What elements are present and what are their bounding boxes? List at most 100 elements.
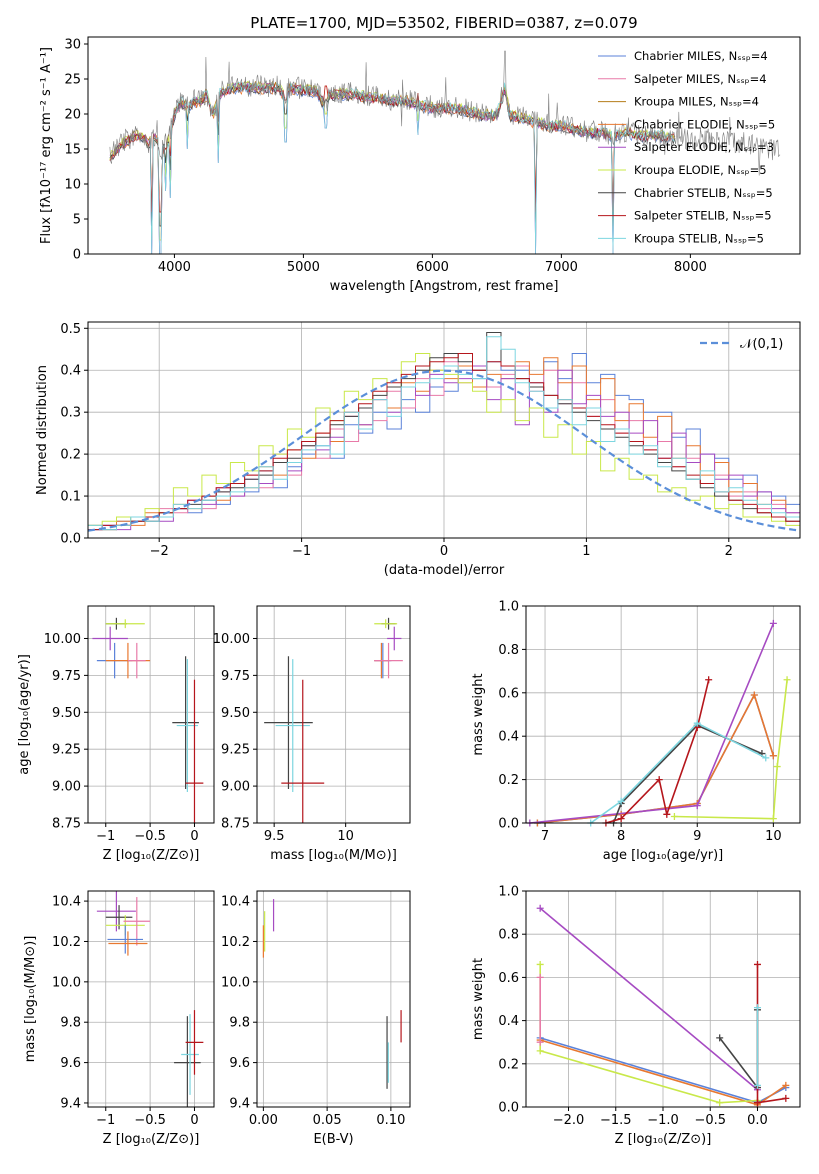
errorbar-point [387, 626, 402, 651]
mass-weight-marker [536, 1047, 544, 1055]
mass-weight-marker [769, 752, 777, 760]
y-tick-label: 0.2 [498, 773, 519, 788]
y-tick-label: 0.4 [60, 364, 81, 379]
mass-weight-line [537, 692, 775, 824]
y-tick-label: 15 [64, 143, 81, 158]
mass-weight-marker [536, 973, 544, 981]
errorbar-point [105, 619, 145, 629]
mass-weight-marker [655, 776, 663, 784]
mass-weight-line [539, 907, 759, 1091]
errorbar-point [181, 1014, 199, 1095]
axes-frame: −1 −0.5 0 9.4 9.6 9.8 10.0 10.2 10.4 Z [log₁₀(Z/Z… [52, 890, 215, 1147]
y-axis-label: mass weight [471, 958, 486, 1040]
y-axis-label: Normed distribution [35, 365, 50, 495]
panel-mass-vs-EBV: 0.00 0.05 0.10 9.4 9.6 9.8 10.0 10.2 10.4 E(B-V) [221, 890, 411, 1147]
errorbar-point [92, 626, 128, 651]
histogram-step-line [88, 353, 800, 531]
y-tick-label: 9.6 [60, 1056, 81, 1071]
mass-weight-marker [670, 812, 678, 820]
x-tick-label: −2.0 [553, 1113, 585, 1128]
x-tick-label: 4000 [158, 260, 191, 275]
axes-frame: −1 −0.5 0 8.75 9.00 9.25 9.50 9.75 10.00 Z [log₁₀… [44, 605, 215, 863]
mass-weight-line [539, 964, 758, 1104]
mass-weight-marker [753, 1099, 761, 1107]
x-axis-label: (data-model)/error [384, 563, 505, 578]
y-tick-label: 9.4 [60, 1096, 81, 1111]
x-tick-label: 0 [190, 829, 198, 844]
x-axis-label: mass [log₁₀(M/M⊙)] [270, 848, 397, 863]
y-axis-label: age [log₁₀(age/yr)] [17, 654, 32, 775]
mass-weight-marker [536, 904, 544, 912]
legend-label: Kroupa ELODIE, Nₛₛₚ=5 [634, 163, 767, 177]
mass-weight-marker [762, 754, 770, 762]
x-tick-label: −1 [292, 544, 311, 559]
y-tick-label: 10.00 [213, 632, 250, 647]
gridlines [526, 605, 800, 824]
plot-area [88, 332, 800, 532]
mass-weight-marker [783, 676, 791, 684]
errorbar-point [107, 925, 144, 954]
errorbar-point [374, 642, 403, 679]
y-tick-label: 1.0 [498, 600, 519, 615]
axes-border [87, 605, 215, 824]
mass-weight-line [605, 679, 710, 824]
mass-weight-line [719, 1009, 759, 1090]
y-tick-label: 25 [64, 73, 81, 88]
y-tick-label: 10.0 [52, 975, 81, 990]
panel-mass-weight-vs-Z: −2.0 −1.5 −1.0 −0.5 0.0 0.0 0.2 0.4 0.6 0.8 1.0 Z [… [471, 885, 801, 1147]
x-tick-label: −1 [96, 829, 115, 844]
y-tick-label: 9.8 [229, 1016, 250, 1031]
x-tick-label: −0.5 [134, 1113, 166, 1128]
y-tick-label: 0.0 [60, 532, 81, 547]
gridlines [257, 606, 410, 824]
panel-age-vs-Z: −1 −0.5 0 8.75 9.00 9.25 9.50 9.75 10.00 Z [log₁₀… [17, 605, 215, 863]
y-tick-label: 9.25 [221, 743, 250, 758]
mass-weight-marker [769, 815, 777, 823]
y-tick-label: 0.2 [498, 1057, 519, 1072]
plot-area [264, 617, 403, 823]
axes-border [87, 36, 801, 255]
legend-label: Salpeter STELIB, Nₛₛₚ=5 [634, 209, 772, 223]
mass-weight-marker [769, 619, 777, 627]
x-axis-label: E(B-V) [313, 1132, 353, 1147]
errorbar-point [127, 642, 146, 679]
y-tick-label: 10.2 [52, 935, 81, 950]
x-tick-label: 9.5 [264, 829, 285, 844]
mass-weight-marker [617, 797, 625, 805]
y-tick-label: 0.3 [60, 406, 81, 421]
errorbar-point [174, 1016, 201, 1107]
x-tick-label: −1 [96, 1113, 115, 1128]
axes-border [87, 890, 215, 1108]
y-tick-label: 0.1 [60, 490, 81, 505]
x-axis-label: age [log₁₀(age/yr)] [603, 848, 724, 863]
x-tick-label: −1.5 [600, 1113, 632, 1128]
mass-weight-line [612, 724, 763, 824]
histogram-step-line [88, 332, 800, 531]
legend: Chabrier MILES, Nₛₛₚ=4 Salpeter MILES, Nₛ… [598, 49, 775, 245]
axes-frame: 4000 5000 6000 7000 8000 0 5 10 15 20 25 30 waveleng… [64, 36, 801, 294]
x-tick-label: 7 [541, 829, 549, 844]
y-tick-label: 20 [64, 108, 81, 123]
legend-label: 𝒩(0,1) [740, 337, 783, 352]
mass-weight-marker [617, 815, 625, 823]
mass-weight-marker [663, 810, 671, 818]
y-tick-label: 9.00 [221, 780, 250, 795]
y-tick-label: 5 [73, 213, 81, 228]
errorbar-point [264, 656, 313, 790]
axes-frame: 0.00 0.05 0.10 9.4 9.6 9.8 10.0 10.2 10.4 E(B-V) [221, 890, 411, 1147]
y-axis-label: mass [log₁₀(M/M⊙)] [23, 936, 38, 1063]
x-axis-label: Z [log₁₀(Z/Z⊙)] [103, 1132, 200, 1147]
y-tick-label: 9.50 [52, 706, 81, 721]
mass-weight-line [537, 692, 775, 824]
mass-weight-marker [753, 1004, 761, 1012]
panel-mass-weight-vs-age: 7 8 9 10 0.0 0.2 0.4 0.6 0.8 1.0 age [log₁₀(age/yr… [471, 600, 801, 863]
plot-area [262, 899, 402, 1089]
errorbar-point [123, 897, 151, 946]
y-tick-label: 10 [64, 178, 81, 193]
y-tick-label: 9.00 [52, 780, 81, 795]
mass-weight-marker [716, 1034, 724, 1042]
mass-weight-marker [753, 960, 761, 968]
legend-label: Kroupa MILES, Nₛₛₚ=4 [634, 95, 759, 109]
mass-weight-marker [773, 763, 781, 771]
errorbar-point [275, 659, 310, 792]
